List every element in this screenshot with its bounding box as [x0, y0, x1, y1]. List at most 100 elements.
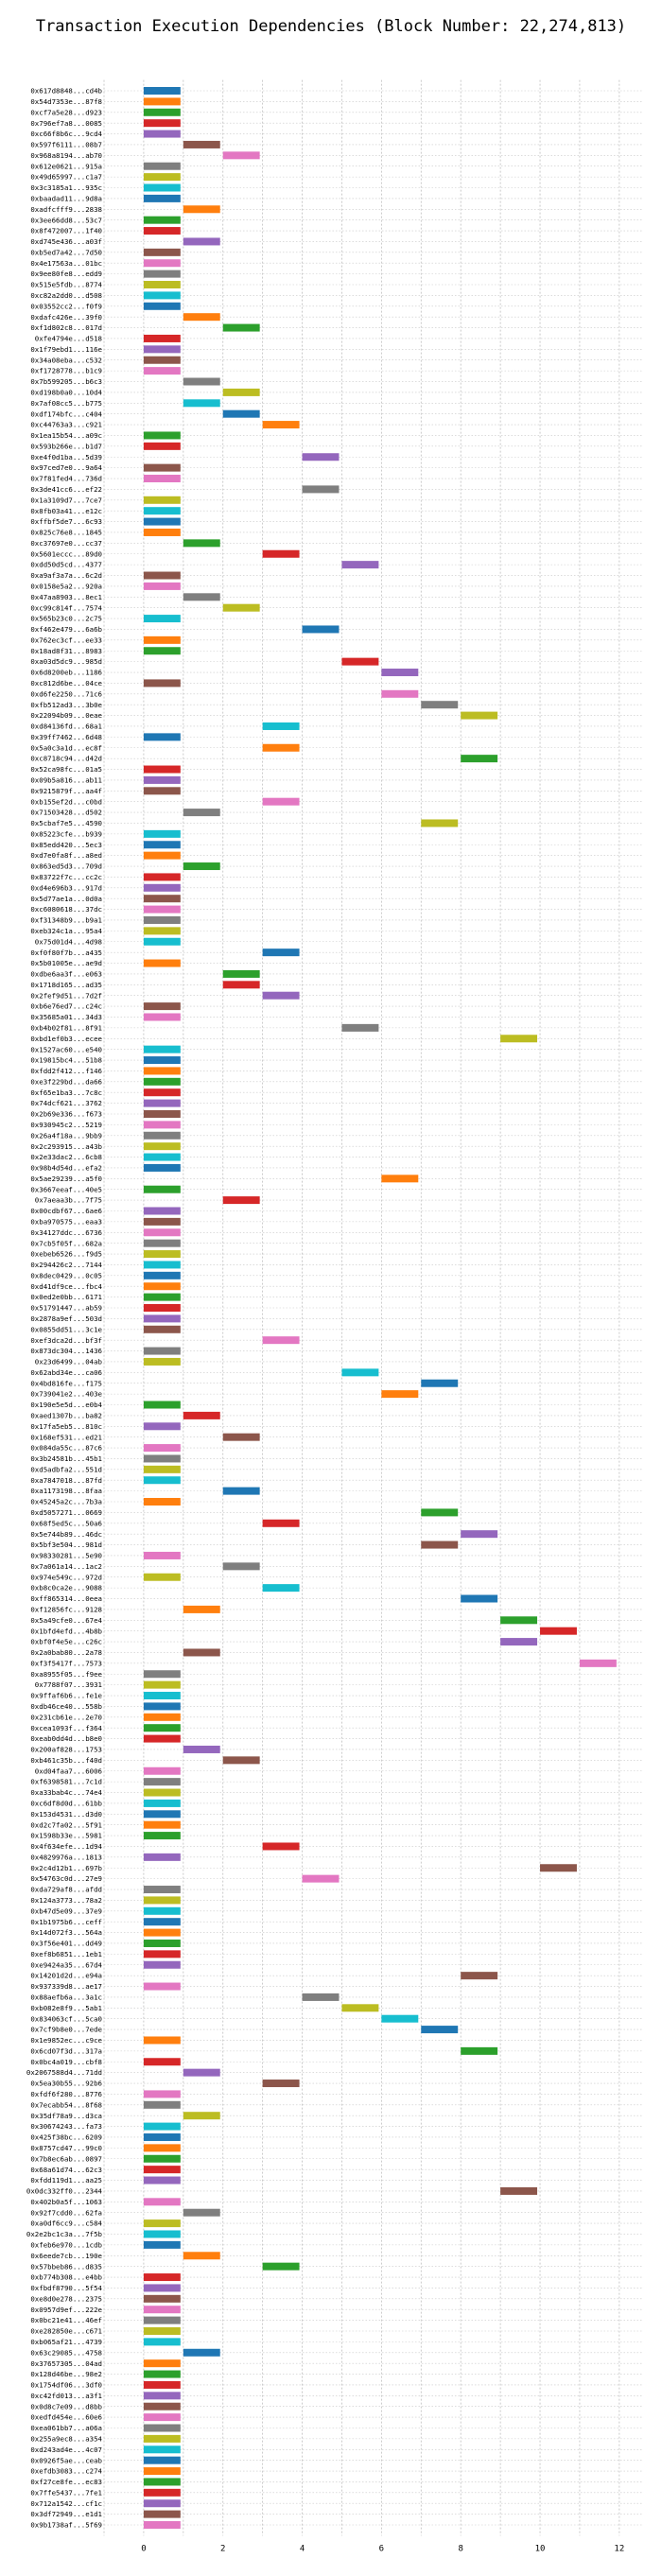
transaction-bar	[143, 1293, 181, 1301]
transaction-bar	[183, 862, 220, 871]
y-tick-label: 0xb082e8f9...5ab1	[30, 2004, 102, 2012]
y-tick-label: 0xba970575...eaa3	[30, 1217, 102, 1226]
y-tick-label: 0x5b01005e...ae9d	[30, 959, 102, 967]
transaction-bar	[143, 173, 181, 182]
y-tick-label: 0x190e5e5d...e0b4	[30, 1401, 102, 1409]
x-tick-label: 0	[141, 2544, 146, 2553]
transaction-bar	[143, 2100, 181, 2109]
transaction-bar	[143, 1573, 181, 1581]
y-tick-label: 0x2b69e336...f673	[30, 1110, 102, 1119]
transaction-bar	[143, 517, 181, 526]
transaction-bar	[381, 1390, 419, 1399]
transaction-bar	[143, 1153, 181, 1161]
transaction-bar	[143, 1099, 181, 1107]
transaction-bar	[183, 1605, 220, 1613]
y-tick-label: 0x83722f7c...cc2c	[30, 873, 102, 881]
transaction-bar	[143, 216, 181, 224]
transaction-bar	[143, 2294, 181, 2303]
y-tick-label: 0xe4f0d1ba...5d39	[30, 453, 102, 461]
y-tick-label: 0x00cdbf67...6ae6	[30, 1207, 102, 1215]
transaction-bar	[143, 2198, 181, 2206]
transaction-bar	[262, 421, 300, 429]
transaction-bar	[143, 431, 181, 440]
transaction-bar	[143, 927, 181, 935]
y-tick-label: 0xeab0dd4d...b8e0	[30, 1734, 102, 1743]
transaction-bar	[143, 2488, 181, 2497]
y-tick-label: 0xb8c0ca2e...9088	[30, 1584, 102, 1593]
transaction-bar	[222, 323, 260, 332]
transaction-bar	[143, 851, 181, 860]
transaction-bar	[143, 463, 181, 472]
y-tick-label: 0xf3f5417f...7573	[30, 1659, 102, 1667]
y-tick-label: 0xfdf6f280...8776	[30, 2090, 102, 2098]
transaction-bar	[381, 689, 419, 698]
transaction-bar	[183, 809, 220, 817]
transaction-bar	[143, 442, 181, 450]
transaction-bar	[143, 2132, 181, 2141]
y-tick-label: 0xdf174bfc...c404	[30, 409, 102, 418]
transaction-bar	[143, 1896, 181, 1905]
y-tick-label: 0x863ed5d3...709d	[30, 862, 102, 871]
transaction-bar	[262, 949, 300, 957]
transaction-bar	[222, 1562, 260, 1571]
transaction-bar	[143, 2154, 181, 2163]
transaction-bar	[222, 1433, 260, 1441]
transaction-bar	[143, 119, 181, 128]
y-tick-label: 0x124a3773...78a2	[30, 1896, 102, 1905]
y-tick-label: 0xd7e0fa8f...a8ed	[30, 851, 102, 860]
y-tick-label: 0x515e5fdb...8774	[30, 281, 102, 289]
x-tick-label: 6	[379, 2544, 384, 2553]
transaction-bar	[143, 2058, 181, 2066]
y-tick-label: 0x7f81fed4...736d	[30, 475, 102, 483]
y-tick-label: 0x762ec3cf...ee33	[30, 635, 102, 644]
y-tick-label: 0x97ced7e0...9a64	[30, 463, 102, 472]
y-tick-label: 0x3f56e401...dd49	[30, 1940, 102, 1948]
transaction-bar	[143, 1982, 181, 1991]
y-tick-label: 0xfdd119d1...aa25	[30, 2176, 102, 2184]
transaction-bar	[143, 1680, 181, 1689]
y-tick-label: 0x5601eccc...89d0	[30, 549, 102, 558]
y-tick-label: 0x834063cf...5ca0	[30, 2014, 102, 2023]
transaction-bar	[143, 787, 181, 795]
transaction-bar	[143, 1767, 181, 1775]
transaction-bar	[222, 388, 260, 396]
y-tick-label: 0x0855dd51...3c1e	[30, 1325, 102, 1333]
x-tick-label: 4	[300, 2544, 305, 2553]
transaction-bar	[183, 205, 220, 214]
y-tick-label: 0x17fa5eb5...810c	[30, 1422, 102, 1431]
transaction-bar	[143, 2434, 181, 2443]
y-tick-label: 0xb5ed7a42...7d50	[30, 248, 102, 256]
y-tick-label: 0x294426c2...7144	[30, 1261, 102, 1269]
y-tick-label: 0x39ff7462...6d48	[30, 733, 102, 741]
y-tick-label: 0x231cb61e...2e70	[30, 1713, 102, 1721]
y-tick-label: 0x2c4d12b1...697b	[30, 1864, 102, 1872]
y-tick-label: 0xc812d6be...04ce	[30, 679, 102, 688]
y-tick-label: 0xffbf5de7...6c93	[30, 517, 102, 526]
y-tick-label: 0xdb46ce40...558b	[30, 1702, 102, 1711]
y-tick-label: 0x5cbaf7e5...4590	[30, 819, 102, 827]
transaction-bar	[143, 248, 181, 256]
y-tick-label: 0x14201d2d...e94a	[30, 1972, 102, 1980]
y-tick-label: 0x85edd420...5ec3	[30, 841, 102, 849]
y-tick-label: 0xd243ad4e...4c07	[30, 2445, 102, 2454]
transaction-bar	[143, 475, 181, 483]
y-tick-label: 0x168ef531...ed21	[30, 1433, 102, 1441]
y-tick-label: 0x4e17563a...01bc	[30, 259, 102, 268]
y-tick-label: 0x98b4d54d...efa2	[30, 1164, 102, 1173]
transaction-bar	[143, 647, 181, 655]
x-tick-label: 10	[535, 2544, 546, 2553]
y-tick-label: 0x1527ac60...e540	[30, 1045, 102, 1053]
y-tick-label: 0x4bd816fe...f175	[30, 1379, 102, 1387]
transaction-bar	[143, 2456, 181, 2464]
transaction-bar	[262, 1519, 300, 1527]
transaction-bar	[143, 259, 181, 268]
transaction-bar	[143, 1734, 181, 1743]
y-tick-label: 0x68f5ed5c...50a6	[30, 1519, 102, 1527]
transaction-bar	[143, 1498, 181, 1506]
transaction-bar	[461, 2046, 498, 2055]
y-tick-label: 0x62abd34e...ca06	[30, 1368, 102, 1377]
y-tick-label: 0x0bc21e41...46ef	[30, 2316, 102, 2324]
transaction-bar	[143, 2359, 181, 2368]
y-tick-label: 0xd745e436...a03f	[30, 237, 102, 246]
y-tick-label: 0x0957d9ef...222e	[30, 2306, 102, 2314]
